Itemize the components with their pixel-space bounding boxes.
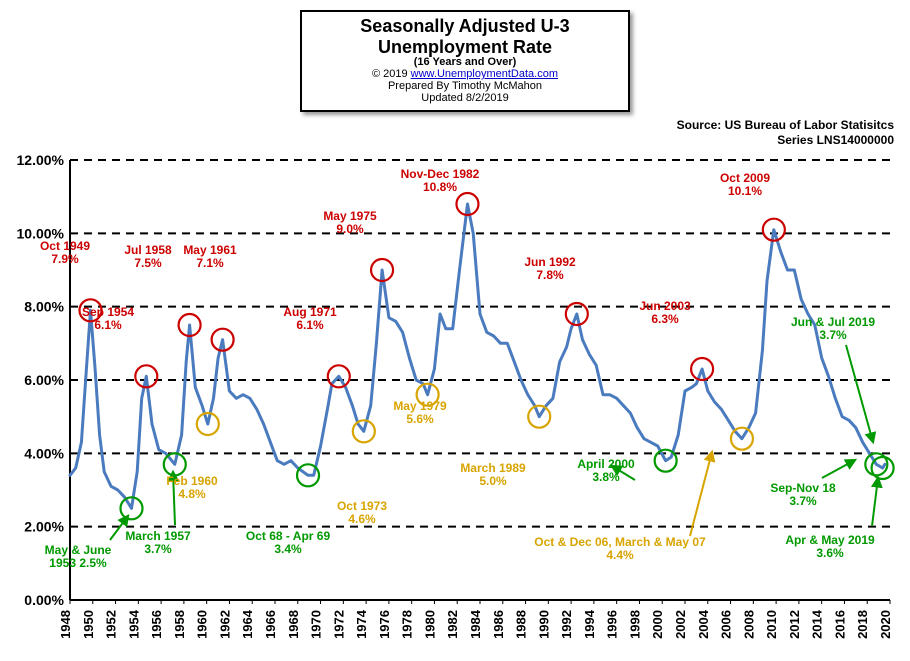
- x-axis-label: 1998: [627, 610, 642, 639]
- x-axis-label: 1948: [58, 610, 73, 639]
- annotation-label: April 20003.8%: [577, 458, 634, 484]
- source-link[interactable]: www.UnemploymentData.com: [411, 68, 558, 80]
- y-axis-label: 8.00%: [24, 299, 64, 315]
- x-axis-label: 1992: [559, 610, 574, 639]
- x-axis-label: 1960: [195, 610, 210, 639]
- y-axis-label: 6.00%: [24, 372, 64, 388]
- annotation-label: March 19895.0%: [460, 462, 525, 488]
- x-axis-label: 1966: [263, 610, 278, 639]
- annotation-label: Feb 19604.8%: [166, 475, 217, 501]
- y-axis-label: 12.00%: [17, 152, 65, 168]
- x-axis-label: 2002: [673, 610, 688, 639]
- chart-title-box: Seasonally Adjusted U-3 Unemployment Rat…: [300, 10, 630, 112]
- chart-subtitle: (16 Years and Over): [310, 56, 620, 68]
- x-axis-label: 2000: [650, 610, 665, 639]
- x-axis-label: 1996: [605, 610, 620, 639]
- x-axis-label: 1950: [81, 610, 96, 639]
- annotation-label: Jul 19587.5%: [124, 244, 171, 270]
- annotation-arrow: [846, 345, 873, 442]
- x-axis-label: 1984: [468, 609, 483, 639]
- x-axis-label: 2004: [696, 609, 711, 639]
- y-axis-label: 4.00%: [24, 445, 64, 461]
- x-axis-label: 1988: [514, 610, 529, 639]
- chart-title-line1: Seasonally Adjusted U-3: [310, 16, 620, 37]
- x-axis-label: 2016: [832, 610, 847, 639]
- annotation-label: Nov-Dec 198210.8%: [401, 168, 480, 194]
- x-axis-label: 1956: [149, 610, 164, 639]
- x-axis-label: 1958: [172, 610, 187, 639]
- annotation-label: Jun 19927.8%: [524, 256, 575, 282]
- annotation-arrow: [822, 460, 855, 478]
- x-axis-label: 1970: [309, 610, 324, 639]
- annotation-label: Oct & Dec 06, March & May 074.4%: [534, 536, 705, 562]
- annotation-label: Oct 68 - Apr 693.4%: [246, 530, 330, 556]
- chart-prepared: Prepared By Timothy McMahon: [310, 80, 620, 92]
- x-axis-label: 2012: [787, 610, 802, 639]
- annotation-label: May 19795.6%: [393, 400, 446, 426]
- x-axis-label: 1976: [377, 610, 392, 639]
- x-axis-label: 2010: [764, 610, 779, 639]
- annotation-label: Oct 19497.9%: [40, 240, 90, 266]
- y-axis-label: 0.00%: [24, 592, 64, 608]
- x-axis-label: 1980: [422, 610, 437, 639]
- chart-copyright: © 2019 www.UnemploymentData.com: [310, 68, 620, 80]
- annotation-label: Aug 19716.1%: [283, 306, 336, 332]
- annotation-label: Jun 20036.3%: [639, 300, 690, 326]
- x-axis-label: 1962: [217, 610, 232, 639]
- chart-source: Source: US Bureau of Labor Statisitcs Se…: [677, 118, 894, 148]
- x-axis-label: 1994: [582, 609, 597, 639]
- annotation-label: March 19573.7%: [125, 530, 190, 556]
- annotation-arrow: [872, 478, 878, 526]
- x-axis-label: 1954: [126, 609, 141, 639]
- x-axis-label: 2014: [810, 609, 825, 639]
- x-axis-label: 1952: [104, 610, 119, 639]
- x-axis-label: 1964: [240, 609, 255, 639]
- x-axis-label: 2018: [855, 610, 870, 639]
- annotation-label: Apr & May 20193.6%: [785, 534, 874, 560]
- annotation-label: Oct 19734.6%: [337, 500, 387, 526]
- y-axis-label: 2.00%: [24, 519, 64, 535]
- x-axis-label: 1982: [445, 610, 460, 639]
- x-axis-label: 1968: [286, 610, 301, 639]
- x-axis-label: 1986: [491, 610, 506, 639]
- chart-title-line2: Unemployment Rate: [310, 37, 620, 58]
- chart-source-line2: Series LNS14000000: [677, 133, 894, 148]
- x-axis-label: 1990: [536, 610, 551, 639]
- annotation-label: May 19617.1%: [183, 244, 236, 270]
- chart-source-line1: Source: US Bureau of Labor Statisitcs: [677, 118, 894, 133]
- x-axis-label: 1978: [400, 610, 415, 639]
- annotation-label: Sep 19546.1%: [82, 306, 134, 332]
- annotation-label: Sep-Nov 183.7%: [770, 482, 835, 508]
- unemployment-chart: 0.00%2.00%4.00%6.00%8.00%10.00%12.00%194…: [0, 0, 910, 661]
- annotation-label: Oct 200910.1%: [720, 172, 770, 198]
- x-axis-label: 2020: [878, 610, 893, 639]
- x-axis-label: 2006: [719, 610, 734, 639]
- annotation-label: Jun & Jul 20193.7%: [791, 316, 875, 342]
- chart-updated: Updated 8/2/2019: [310, 92, 620, 104]
- annotation-label: May & June1953 2.5%: [45, 544, 112, 570]
- x-axis-label: 1974: [354, 609, 369, 639]
- annotation-label: May 19759.0%: [323, 210, 376, 236]
- x-axis-label: 1972: [331, 610, 346, 639]
- x-axis-label: 2008: [741, 610, 756, 639]
- annotation-arrow: [690, 452, 712, 536]
